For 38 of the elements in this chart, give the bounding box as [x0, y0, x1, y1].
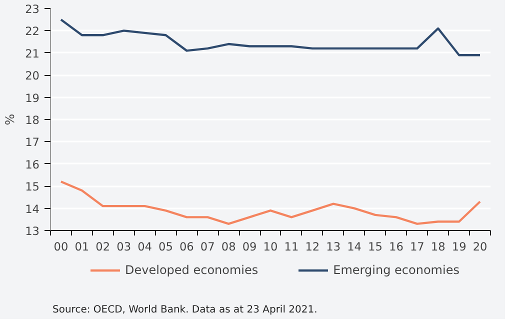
y-tick-label: 17	[25, 135, 40, 150]
x-tick-label: 07	[200, 240, 215, 254]
x-tick-label: 00	[54, 240, 68, 254]
x-tick-label: 01	[74, 240, 90, 254]
line-series	[60, 180, 482, 225]
x-tick-label: 04	[138, 240, 152, 254]
legend-label: Emerging economies	[333, 263, 460, 277]
x-tick-label: 11	[284, 240, 299, 254]
x-tick-label: 20	[472, 240, 488, 254]
y-tick-label: 13	[25, 224, 40, 238]
legend-label: Developed economies	[125, 263, 258, 277]
line-series	[60, 18, 482, 56]
x-tick-label: 18	[430, 240, 446, 254]
source-note: Source: OECD, World Bank. Data as at 23 April 2021.	[52, 304, 318, 316]
x-tick-label: 10	[263, 240, 278, 254]
y-tick-label: 22	[25, 24, 40, 38]
x-tick-label: 06	[179, 240, 194, 254]
y-tick-label: 21	[25, 46, 40, 60]
y-tick-label: 20	[25, 68, 40, 83]
x-tick-label: 16	[389, 240, 404, 254]
y-tick-label: 16	[25, 157, 40, 172]
y-tick-label: 18	[25, 113, 40, 127]
x-tick-label: 02	[96, 240, 110, 254]
x-tick-label: 03	[116, 240, 132, 254]
x-tick-label: 13	[326, 240, 341, 254]
x-tick-label: 17	[410, 240, 424, 254]
x-tick-label: 15	[368, 240, 382, 254]
x-tick-label: 14	[347, 240, 362, 254]
y-axis-title: %	[3, 114, 18, 126]
y-tick-label: 14	[25, 202, 40, 216]
x-tick-label: 12	[305, 240, 320, 254]
x-tick-label: 05	[158, 240, 173, 254]
x-tick-label: 19	[452, 240, 466, 254]
x-tick-label: 09	[242, 240, 257, 254]
x-tick-label: 08	[221, 240, 236, 254]
y-tick-label: 19	[25, 90, 40, 105]
y-tick-label: 15	[25, 180, 40, 194]
y-tick-label: 23	[25, 2, 40, 16]
